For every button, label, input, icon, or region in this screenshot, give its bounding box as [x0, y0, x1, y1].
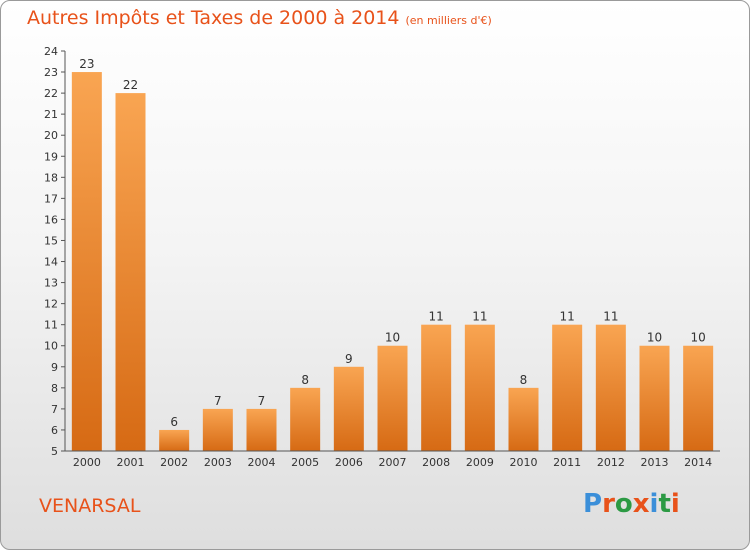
y-tick-label: 12: [44, 298, 58, 311]
data-label: 7: [214, 394, 222, 408]
y-tick-label: 20: [44, 129, 58, 142]
x-tick-label: 2009: [466, 456, 494, 469]
y-tick-label: 14: [44, 256, 58, 269]
data-label: 23: [79, 57, 94, 71]
x-axis: 2000 2001 2002 2003 2004 2005 2006 2007 2008 2009…: [65, 450, 720, 469]
y-tick-label: 11: [44, 319, 58, 332]
x-tick-label: 2003: [204, 456, 232, 469]
logo-letter: o: [614, 489, 633, 519]
bar-2013: [639, 345, 670, 451]
x-tick-label: 2000: [73, 456, 101, 469]
data-label: 10: [647, 331, 662, 345]
data-label: 11: [560, 310, 575, 324]
x-tick-label: 2001: [117, 456, 145, 469]
data-label: 7: [258, 394, 266, 408]
data-label: 11: [603, 310, 618, 324]
y-tick-label: 15: [44, 234, 58, 247]
data-label: 6: [170, 415, 178, 429]
x-tick-label: 2010: [510, 456, 538, 469]
y-tick-label: 21: [44, 108, 58, 121]
y-tick-label: 19: [44, 150, 58, 163]
data-label: 10: [385, 331, 400, 345]
logo-letter: i: [649, 489, 659, 519]
chart-title-text: Autres Impôts et Taxes de 2000 à 2014: [27, 7, 400, 29]
logo-letter: P: [583, 489, 603, 519]
proxiti-logo: Proxiti: [583, 489, 680, 519]
y-tick-label: 13: [44, 277, 58, 290]
bar-2010: [508, 387, 539, 451]
x-tick-label: 2005: [291, 456, 319, 469]
x-tick-label: 2002: [160, 456, 188, 469]
y-tick-label: 22: [44, 87, 58, 100]
data-label: 22: [123, 78, 138, 92]
bar-2003: [202, 408, 233, 451]
x-tick-label: 2004: [248, 456, 276, 469]
y-tick-label: 7: [51, 403, 58, 416]
y-tick-label: 16: [44, 213, 58, 226]
x-tick-label: 2012: [597, 456, 625, 469]
x-tick-label: 2007: [379, 456, 407, 469]
y-tick-label: 10: [44, 340, 58, 353]
data-label: 11: [429, 310, 444, 324]
y-tick-label: 8: [51, 382, 58, 395]
data-label: 10: [691, 331, 706, 345]
y-tick-label: 6: [51, 424, 58, 437]
x-tick-label: 2014: [684, 456, 712, 469]
logo-letter: t: [658, 489, 671, 519]
chart-title: Autres Impôts et Taxes de 2000 à 2014 (en…: [27, 7, 492, 29]
y-tick-label: 24: [44, 45, 58, 58]
data-label: 11: [472, 310, 487, 324]
bar-2012: [595, 324, 626, 451]
x-tick-label: 2006: [335, 456, 363, 469]
logo-letter: r: [602, 489, 615, 519]
y-tick-label: 9: [51, 361, 58, 374]
y-axis: 5 6 7 8 9 10 11 12 13 14 15 16 17 18 19 20 21 22 23 24: [44, 45, 66, 458]
bar-2004: [246, 408, 277, 451]
data-label: 8: [520, 373, 528, 387]
data-label: 8: [301, 373, 309, 387]
y-tick-label: 5: [51, 445, 58, 458]
x-tick-label: 2011: [553, 456, 581, 469]
x-tick-label: 2013: [641, 456, 669, 469]
y-tick-label: 18: [44, 171, 58, 184]
bar-2008: [421, 324, 452, 451]
bar-2001: [115, 93, 146, 452]
bar-2011: [552, 324, 583, 451]
data-label: 9: [345, 352, 353, 366]
bar-2014: [683, 345, 714, 451]
bar-2007: [377, 345, 408, 451]
logo-letter: i: [670, 489, 680, 519]
commune-name: VENARSAL: [39, 495, 141, 517]
y-tick-label: 17: [44, 192, 58, 205]
bars: 23 22 6 7 7 8 9 10 11 11 8 11 11 10 10: [71, 57, 714, 452]
bar-2002: [159, 429, 190, 451]
x-tick-label: 2008: [422, 456, 450, 469]
bar-2009: [464, 324, 495, 451]
logo-letter: x: [632, 489, 650, 519]
bar-2005: [290, 387, 321, 451]
bar-2006: [333, 366, 364, 451]
chart-unit: (en milliers d'€): [405, 14, 492, 27]
y-tick-label: 23: [44, 66, 58, 79]
bar-2000: [71, 72, 102, 451]
